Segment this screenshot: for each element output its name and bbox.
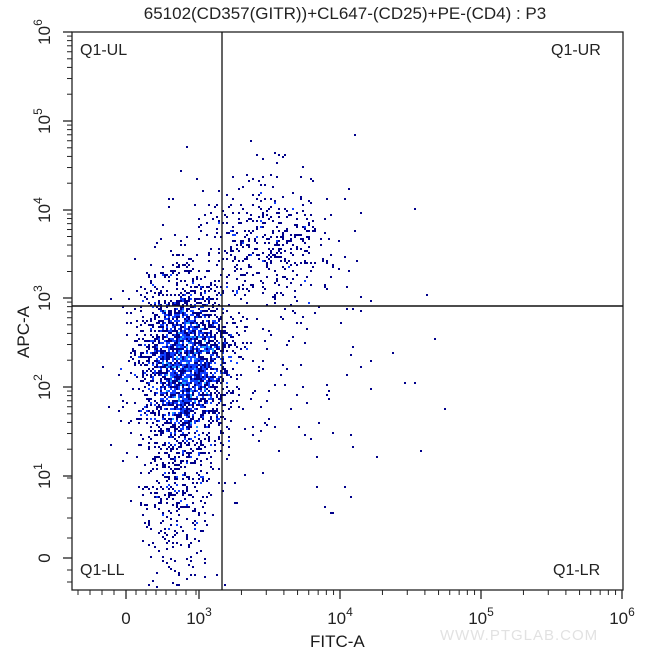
watermark: WWW.PTGLAB.COM [440,627,599,644]
quadrant-label-ur: Q1-UR [551,42,601,59]
svg-text:105: 105 [31,108,54,134]
svg-text:106: 106 [609,605,635,628]
svg-text:103: 103 [186,605,212,628]
svg-text:106: 106 [31,19,54,45]
quadrant-label-ll: Q1-LL [80,562,125,579]
chart-title: 65102(CD357(GITR))+CL647-(CD25)+PE-(CD4)… [143,4,547,23]
svg-text:104: 104 [327,605,353,628]
axes: 0 101 102 103 104 105 106 0 103 104 105 106 [31,19,635,628]
quadrant-label-ul: Q1-UL [80,42,128,59]
svg-text:102: 102 [31,374,54,400]
svg-text:103: 103 [31,285,54,311]
data-points [102,134,446,588]
svg-text:0: 0 [121,609,130,628]
svg-text:104: 104 [31,197,54,223]
x-axis-label: FITC-A [310,632,365,651]
y-axis-label: APC-A [14,306,33,358]
quadrant-label-lr: Q1-LR [553,562,601,579]
svg-text:0: 0 [35,553,54,562]
svg-text:101: 101 [31,463,54,489]
svg-text:105: 105 [468,605,494,628]
